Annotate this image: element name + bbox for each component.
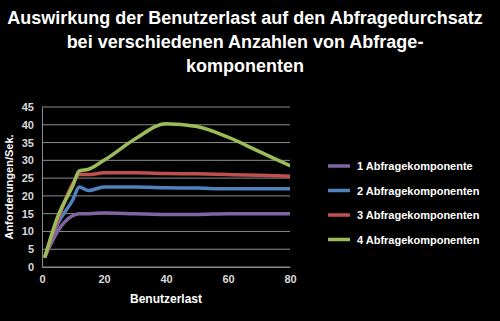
y-tick: 35 [22,137,42,149]
x-tick: 60 [222,267,234,285]
x-axis-line [43,267,291,268]
x-tick-label: 0 [39,273,45,285]
legend-label: 3 Abfragekomponenten [357,209,480,221]
title-line: komponenten [186,56,304,76]
y-tick: 30 [22,154,42,166]
grid-line [42,231,290,232]
legend-swatch [328,213,350,217]
y-tick-label: 45 [22,101,34,113]
series-line [45,173,290,257]
title: Auswirkung der Benutzerlast auf den Abfr… [7,8,482,76]
y-tick: 10 [22,225,42,237]
y-tick-label: 0 [28,261,34,273]
y-tick: 40 [22,119,42,131]
series-line [45,187,290,256]
x-axis: 0 20 40 60 80 [39,267,296,285]
y-tick: 5 [28,243,42,255]
x-tick: 0 [39,267,45,285]
y-axis-line [42,108,43,268]
x-tick: 20 [98,267,110,285]
x-tick: 40 [160,267,172,285]
grid-line [42,160,290,161]
legend: 1 Abfragekomponente 2 Abfragekomponenten 3… [328,160,480,246]
y-tick-label: 40 [22,119,34,131]
grid-line [42,178,290,179]
y-axis: 0 5 10 15 20 25 30 35 40 45 [22,101,43,273]
y-tick-label: 15 [22,208,34,220]
series-line [45,124,290,257]
x-tick: 80 [284,267,296,285]
legend-swatch [328,164,350,168]
y-tick-label: 10 [22,225,34,237]
y-tick-label: 20 [22,190,34,202]
grid [42,107,290,267]
plot: 0 5 10 15 20 25 30 35 40 45 0 20 40 60 80 [22,101,297,285]
x-tick-label: 40 [160,273,172,285]
title-line: bei verschiedenen Anzahlen von Abfrage- [67,32,424,52]
legend-swatch [328,189,350,193]
lines [45,124,290,257]
x-tick-label: 80 [284,273,296,285]
legend-label: 1 Abfragekomponente [357,160,473,172]
grid-line [42,249,290,250]
y-tick: 20 [22,190,42,202]
grid-line [42,142,290,143]
y-tick: 45 [22,101,42,113]
y-tick: 0 [28,261,42,273]
x-tick-label: 60 [222,273,234,285]
legend-label: 2 Abfragekomponenten [357,185,480,197]
chart: Auswirkung der Benutzerlast auf den Abfr… [0,0,500,321]
grid-line [42,195,290,196]
x-tick-label: 20 [98,273,110,285]
y-tick-label: 25 [22,172,34,184]
x-axis-title: Benutzerlast [130,292,202,306]
y-axis-title: Anforderungen/Sek. [3,134,15,239]
background [0,0,500,321]
y-tick: 15 [22,208,42,220]
y-tick-label: 35 [22,137,34,149]
series-line [45,213,290,256]
y-tick-label: 30 [22,154,34,166]
legend-swatch [328,238,350,242]
grid-line [42,267,290,268]
legend-label: 4 Abfragekomponenten [357,234,480,246]
y-tick-label: 5 [28,243,34,255]
grid-line [42,107,290,108]
title-line: Auswirkung der Benutzerlast auf den Abfr… [7,8,482,28]
y-tick: 25 [22,172,42,184]
